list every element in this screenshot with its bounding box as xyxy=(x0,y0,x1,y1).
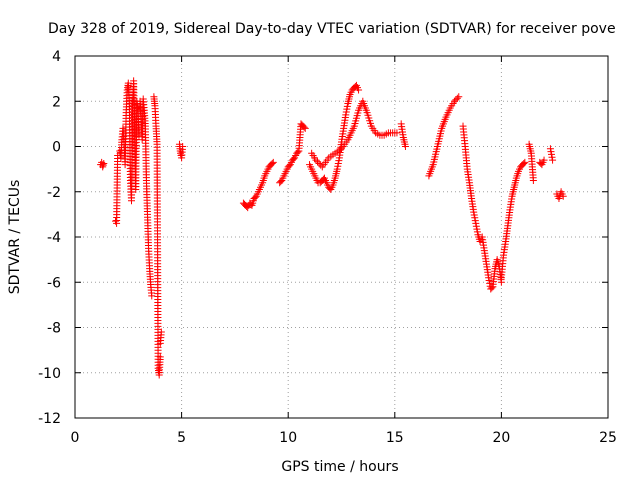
data-point xyxy=(520,159,528,167)
data-point xyxy=(99,163,107,171)
data-point xyxy=(148,292,156,300)
data-point xyxy=(314,158,322,166)
data-point xyxy=(529,176,537,184)
y-axis-label: SDTVAR / TECUs xyxy=(7,180,23,295)
data-point xyxy=(452,96,460,104)
y-tick-label: -2 xyxy=(47,185,61,201)
data-point xyxy=(450,97,458,105)
data-series xyxy=(97,77,567,379)
data-point xyxy=(317,161,325,169)
y-axis: -12 -10 -8 -6 -4 -2 0 2 4 xyxy=(38,49,608,427)
data-point xyxy=(312,156,320,164)
x-tick-label: 5 xyxy=(177,430,186,446)
x-tick-label: 15 xyxy=(386,430,404,446)
y-tick-label: 2 xyxy=(52,94,61,110)
data-point xyxy=(540,156,548,164)
data-point xyxy=(300,123,308,131)
data-point xyxy=(355,86,363,94)
x-tick-label: 20 xyxy=(492,430,510,446)
data-point xyxy=(455,93,463,101)
x-tick-label: 10 xyxy=(279,430,297,446)
data-point xyxy=(453,94,461,102)
y-tick-label: 0 xyxy=(52,140,61,156)
data-point xyxy=(488,284,496,292)
data-point xyxy=(100,159,108,167)
data-point xyxy=(401,143,409,150)
data-point xyxy=(99,161,107,169)
data-point xyxy=(269,158,277,166)
x-axis: 0 5 10 15 20 25 xyxy=(71,56,617,446)
data-point xyxy=(156,353,164,361)
data-point xyxy=(301,124,309,132)
data-point xyxy=(157,328,165,336)
data-point xyxy=(268,159,276,167)
x-tick-label: 25 xyxy=(599,430,617,446)
y-tick-label: -12 xyxy=(38,411,61,427)
x-tick-label: 0 xyxy=(71,430,80,446)
data-point xyxy=(315,159,323,167)
data-point xyxy=(559,192,567,200)
y-tick-label: -4 xyxy=(47,230,61,246)
y-tick-label: -6 xyxy=(47,275,61,291)
grid xyxy=(75,56,608,418)
y-tick-label: -8 xyxy=(47,321,61,337)
data-point xyxy=(549,156,557,164)
chart-title: Day 328 of 2019, Sidereal Day-to-day VTE… xyxy=(48,21,616,37)
data-point xyxy=(179,143,187,150)
data-point xyxy=(393,129,401,137)
x-axis-label: GPS time / hours xyxy=(281,459,398,475)
y-tick-label: -10 xyxy=(38,366,61,382)
data-point xyxy=(521,158,529,166)
y-tick-label: 4 xyxy=(52,49,61,65)
data-point xyxy=(294,148,302,156)
data-point xyxy=(135,131,143,139)
